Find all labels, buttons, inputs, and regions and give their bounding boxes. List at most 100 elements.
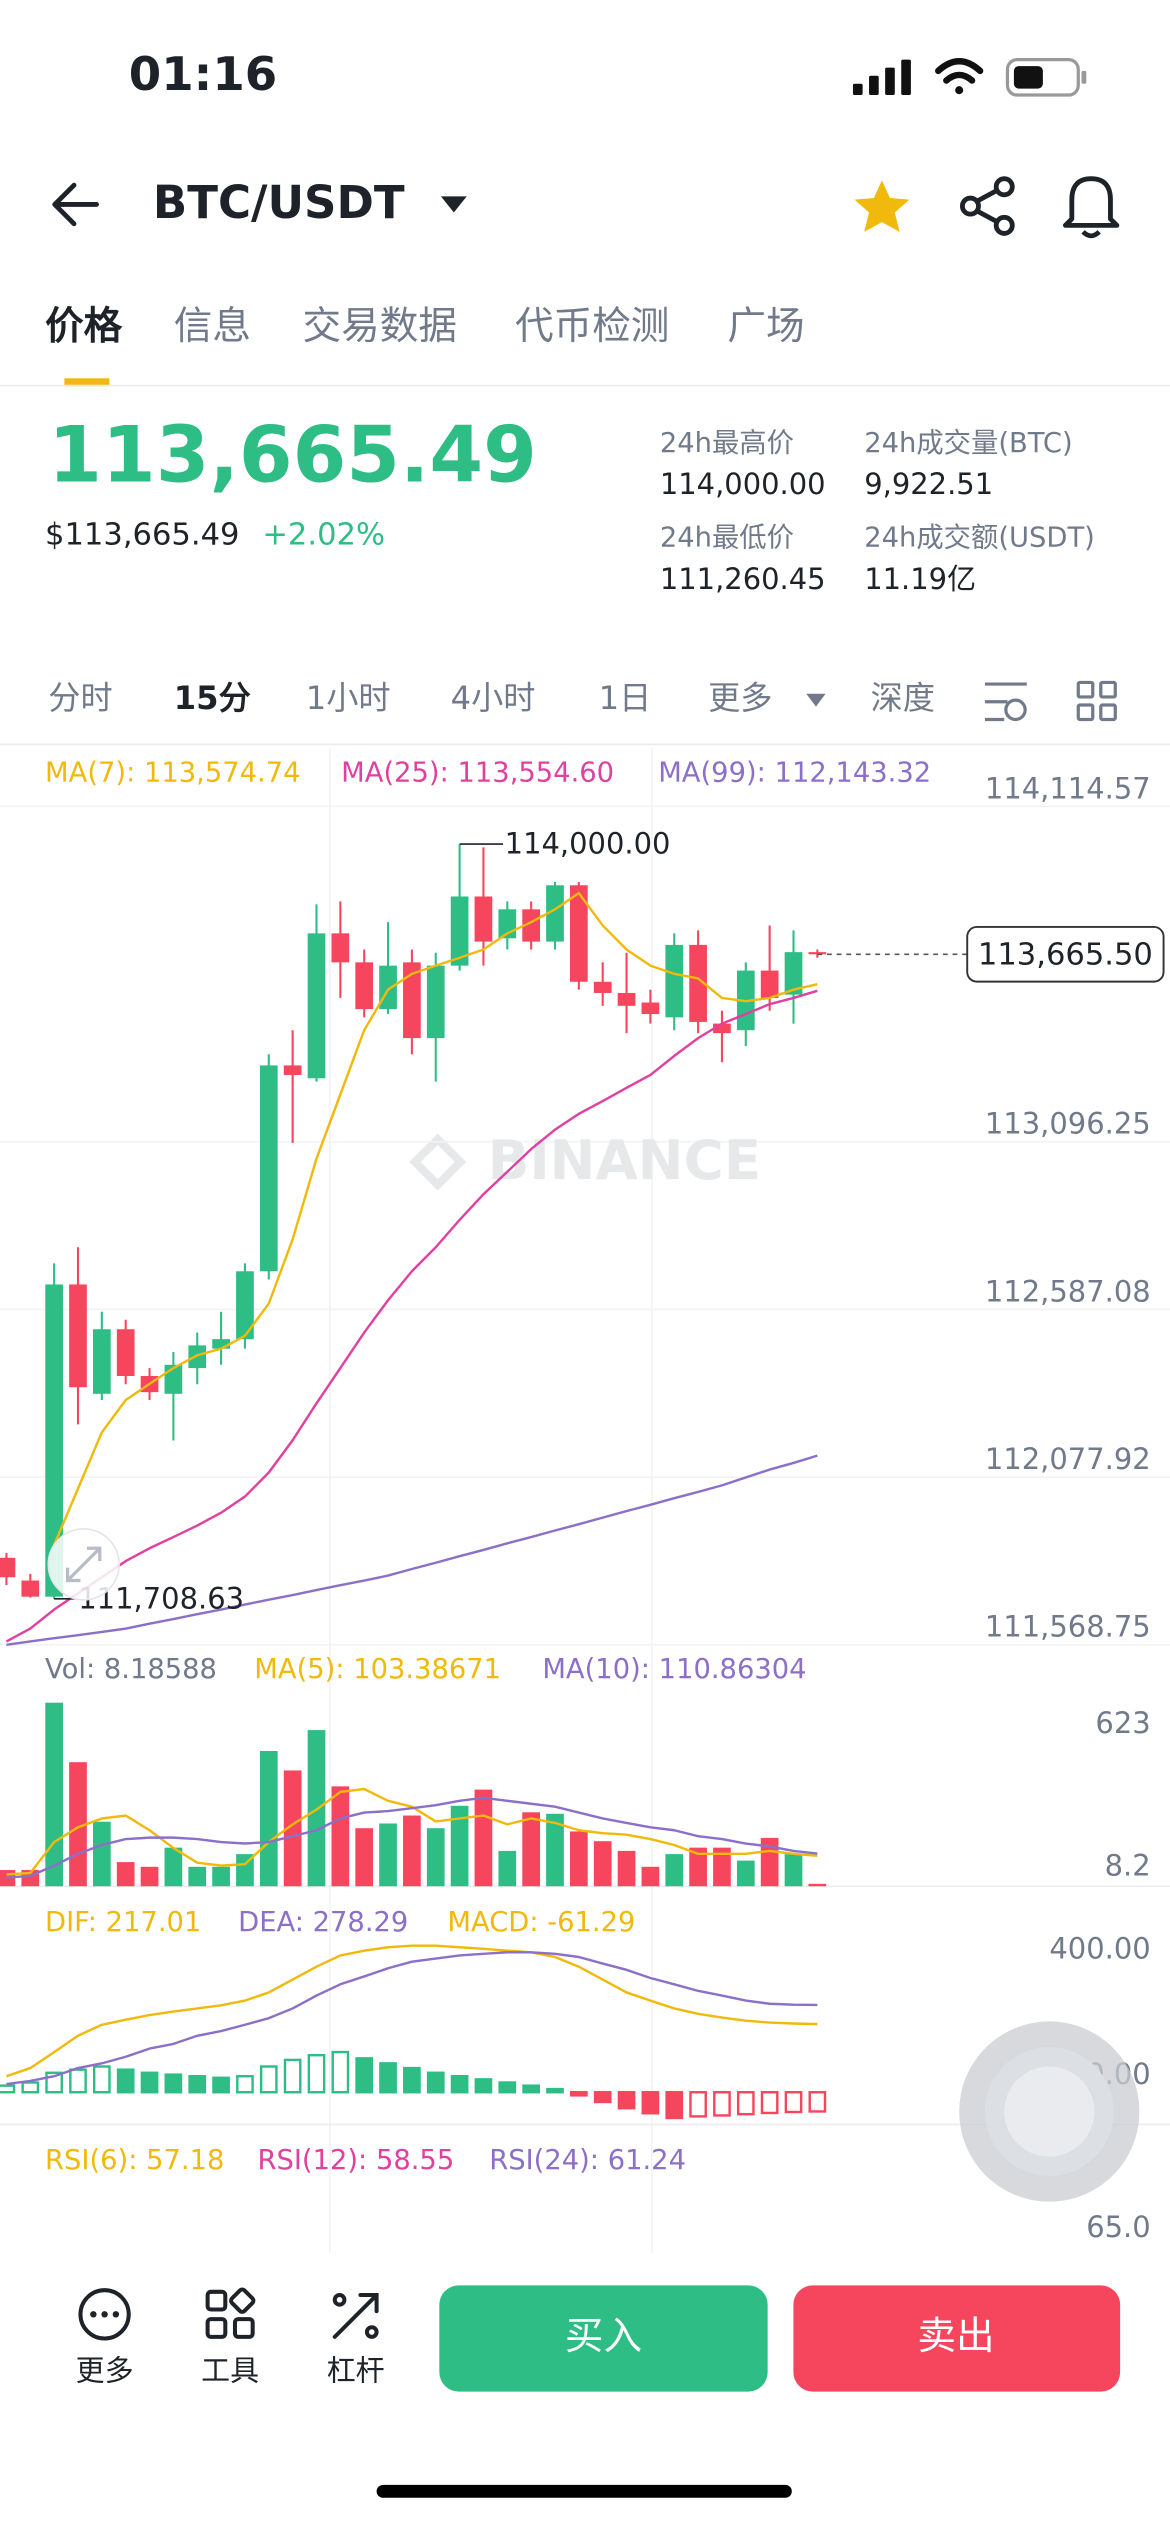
tab[interactable]: 广场 — [727, 304, 804, 349]
legend-label: RSI(6): 57.18 — [45, 2145, 224, 2176]
candle-body — [116, 1329, 135, 1377]
interval-active[interactable]: 15分 — [174, 679, 251, 717]
favorite-star[interactable] — [854, 180, 910, 232]
legend-label: MA(7): 113,574.74 — [45, 758, 301, 789]
tab[interactable]: 信息 — [174, 304, 251, 349]
macd-bar — [498, 2081, 517, 2094]
tool-label[interactable]: 更多 — [76, 2353, 134, 2387]
y-tick-label: 400.00 — [1049, 1932, 1150, 1966]
macd-bar — [617, 2091, 636, 2110]
volume-bar — [236, 1854, 254, 1887]
layout-toggle[interactable] — [1076, 680, 1117, 722]
macd-bar — [546, 2087, 564, 2094]
interval-more[interactable]: 更多 — [708, 679, 772, 717]
candle-body — [0, 1557, 16, 1578]
back-button[interactable] — [52, 182, 99, 227]
macd-bar — [426, 2071, 445, 2094]
expand-button[interactable] — [47, 1528, 120, 1601]
tool-label[interactable]: 杠杆 — [327, 2353, 385, 2387]
buy-button[interactable] — [439, 2285, 768, 2392]
y-tick-label: 65.0 — [1086, 2210, 1150, 2244]
interval[interactable]: 1小时 — [306, 679, 391, 717]
macd-bar — [593, 2091, 612, 2104]
volume-bar — [689, 1847, 707, 1887]
macd-bar — [283, 2058, 302, 2094]
tab[interactable]: 交易数据 — [303, 304, 457, 349]
volume-label: Vol: 8.18588 — [45, 1654, 217, 1685]
pair-title[interactable]: BTC/USDT — [153, 176, 405, 229]
candle-body — [522, 909, 541, 942]
tab[interactable]: 代币检测 — [515, 304, 669, 349]
volume-bar — [641, 1866, 660, 1887]
stat-value: 11.19亿 — [864, 562, 976, 596]
volume-bar — [784, 1854, 803, 1887]
floating-button[interactable] — [959, 2021, 1140, 2202]
stat-label: 24h成交量(BTC) — [864, 428, 1072, 459]
candle-body — [283, 1065, 302, 1075]
stat-value: 114,000.00 — [660, 467, 826, 501]
tools-icon[interactable] — [205, 2287, 256, 2339]
alert-bell[interactable] — [1062, 176, 1120, 239]
legend-label: MA(5): 103.38671 — [254, 1654, 501, 1685]
macd-bar — [140, 2071, 159, 2094]
macd-bar — [164, 2073, 183, 2094]
candle-body — [593, 981, 612, 993]
candle-body — [760, 970, 779, 998]
depth-tab[interactable]: 深度 — [871, 679, 935, 717]
y-tick-label: 113,096.25 — [985, 1107, 1151, 1141]
legend-label: MA(25): 113,554.60 — [341, 758, 614, 789]
interval[interactable]: 分时 — [48, 679, 112, 717]
macd-bar — [212, 2076, 230, 2094]
volume-bar — [379, 1823, 397, 1887]
volume-bar — [45, 1702, 63, 1887]
volume-bar — [331, 1786, 350, 1887]
price-change: +2.02% — [262, 517, 385, 552]
indicator-line — [5, 989, 818, 1643]
interval[interactable]: 4小时 — [451, 679, 536, 717]
volume-bar — [665, 1854, 684, 1887]
macd-bar — [570, 2091, 588, 2097]
legend-label: MA(10): 110.86304 — [542, 1654, 806, 1685]
leverage-icon[interactable] — [332, 2293, 379, 2339]
candle-body — [689, 944, 707, 1022]
candle-body — [546, 885, 564, 942]
tool-label[interactable]: 工具 — [201, 2353, 259, 2387]
y-tick-label: 112,077.92 — [985, 1442, 1151, 1476]
macd-bar — [522, 2084, 541, 2094]
divider — [0, 384, 1170, 387]
legend-label: MA(99): 112,143.32 — [658, 758, 931, 789]
macd-bar — [689, 2091, 707, 2118]
macd-bar — [665, 2091, 684, 2120]
home-indicator — [376, 2484, 792, 2498]
more-icon[interactable] — [78, 2288, 131, 2341]
indicator-line — [6, 1796, 818, 1879]
candle-body — [45, 1284, 63, 1597]
candle-body — [474, 896, 493, 942]
volume-bar — [570, 1831, 588, 1887]
share-button[interactable] — [959, 176, 1015, 236]
volume-bar — [140, 1866, 159, 1887]
sell-button[interactable] — [793, 2285, 1121, 2392]
interval[interactable]: 1日 — [599, 679, 652, 717]
indicator-settings[interactable] — [984, 682, 1027, 722]
sell-label[interactable]: 卖出 — [917, 2314, 994, 2359]
last-price-tag — [966, 925, 1165, 983]
tab-active[interactable]: 价格 — [45, 304, 123, 349]
buy-label[interactable]: 买入 — [565, 2314, 642, 2359]
stat-value: 111,260.45 — [660, 562, 826, 596]
y-tick-label: 112,587.08 — [985, 1274, 1151, 1308]
volume-bar — [593, 1841, 612, 1887]
candle-body — [259, 1065, 278, 1272]
y-tick-label: 111,568.75 — [985, 1610, 1151, 1644]
macd-bar — [379, 2062, 397, 2094]
battery-icon — [1005, 58, 1087, 97]
annotation-label: 114,000.00 — [505, 827, 671, 861]
pair-dropdown[interactable] — [440, 196, 467, 213]
candle-body — [617, 992, 636, 1006]
more-dropdown[interactable] — [806, 693, 826, 707]
candle-body — [69, 1284, 87, 1388]
volume-bar — [498, 1850, 517, 1887]
indicator-line — [6, 1951, 818, 2086]
macd-bar — [0, 2084, 16, 2094]
